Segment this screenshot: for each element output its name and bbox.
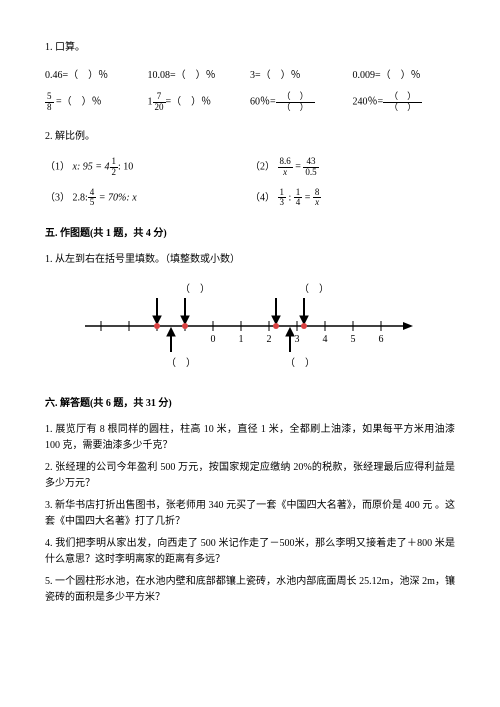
q2-row1: （1） x: 95 = 4 1 2 : 10 （2） 8.6 x = 43 0.… (45, 157, 455, 178)
tick-4: 4 (323, 334, 328, 345)
label: （2） (250, 161, 275, 172)
frac-den: x (278, 168, 293, 178)
q1-r1-c1: 0.46=（ ）％ (45, 68, 148, 84)
q1-r1-c2: 10.08=（ ）％ (148, 68, 251, 84)
lead: x: 95 = 4 (73, 161, 110, 172)
q2-item4: （4） 1 3 : 1 4 = 8 x (250, 188, 455, 209)
section5-heading: 五. 作图题(共 1 题，共 4 分) (45, 226, 455, 242)
tick-0: 0 (211, 334, 216, 345)
top-blank-2: （ ） (299, 283, 329, 295)
tick-3: 3 (295, 334, 300, 345)
frac-den: x (313, 198, 322, 208)
q1-r2-c3: 60％= （ ） （ ） (250, 92, 353, 113)
frac-den: 4 (294, 198, 303, 208)
q2-item3: （3） 2.8: 4 5 = 70%: x (45, 188, 250, 209)
axis-arrow (403, 322, 413, 330)
paren-fraction: （ ） （ ） (276, 92, 315, 113)
fraction: 7 20 (153, 92, 166, 113)
section6-item1: 1. 展览厅有 8 根同样的圆柱，柱高 10 米，直径 1 米，全都刷上油漆，如… (45, 422, 455, 454)
q1-r1-c4: 0.009=（ ）％ (353, 68, 456, 84)
tail: =（ ）％ (166, 97, 212, 108)
q1-r2-c1: 5 8 =（ ）％ (45, 92, 148, 113)
q1-row2: 5 8 =（ ）％ 1 7 20 =（ ）％ 60％= （ ） （ ） 240％… (45, 92, 455, 113)
top-arrows (153, 298, 308, 324)
mid: = 70%: x (96, 192, 136, 203)
fraction: 4 5 (88, 188, 97, 209)
numberline-figure: （ ） （ ） 0 1 2 3 4 5 6 (45, 280, 455, 378)
bot-blank-2: （ ） (285, 357, 315, 369)
lead: 60％= (250, 97, 276, 108)
top-blank-1: （ ） (180, 283, 210, 295)
equals: = (295, 161, 303, 172)
q2-item2: （2） 8.6 x = 43 0.5 (250, 157, 455, 178)
fraction-b: 1 4 (294, 188, 303, 209)
frac-den: （ ） (383, 103, 422, 113)
section6-item5: 5. 一个圆柱形水池，在水池内壁和底部都镶上瓷砖，水池内部底面周长 25.12m… (45, 574, 455, 606)
tail: : 10 (118, 161, 133, 172)
equals: = (302, 192, 313, 203)
section6-item4: 4. 我们把李明从家出发，向西走了 500 米记作走了－500米，那么李明又接着… (45, 536, 455, 568)
fraction-right: 43 0.5 (303, 157, 318, 178)
bottom-arrows (167, 328, 294, 352)
frac-den: （ ） (276, 103, 315, 113)
fraction: 1 2 (110, 157, 119, 178)
label: （4） (250, 192, 275, 203)
frac-den: 2 (110, 168, 119, 178)
label: （1） (45, 161, 70, 172)
lead: 2.8: (73, 192, 88, 203)
frac-den: 0.5 (303, 168, 318, 178)
frac-den: 3 (278, 198, 287, 208)
section6-item2: 2. 张经理的公司今年盈利 500 万元，按国家规定应缴纳 20%的税款，张经理… (45, 460, 455, 492)
tick-2: 2 (267, 334, 272, 345)
q1-r2-c4: 240％= （ ） （ ） (353, 92, 456, 113)
colon: : (286, 192, 294, 203)
fraction-left: 8.6 x (278, 157, 293, 178)
frac-den: 20 (153, 103, 166, 113)
tick-6: 6 (379, 334, 384, 345)
tick-1: 1 (239, 334, 244, 345)
bot-blank-1: （ ） (166, 357, 196, 369)
tick-labels: 0 1 2 3 4 5 6 (211, 334, 384, 345)
frac-den: 5 (88, 198, 97, 208)
tick-5: 5 (351, 334, 356, 345)
fraction-c: 8 x (313, 188, 322, 209)
fraction-a: 1 3 (278, 188, 287, 209)
paren-fraction: （ ） （ ） (383, 92, 422, 113)
q1-r1-c3: 3=（ ）％ (250, 68, 353, 84)
q1-r2-c2: 1 7 20 =（ ）％ (148, 92, 251, 113)
fraction: 5 8 (45, 92, 54, 113)
tail: =（ ）％ (54, 97, 102, 108)
q2-title: 2. 解比例。 (45, 129, 455, 145)
section6-heading: 六. 解答题(共 6 题，共 31 分) (45, 396, 455, 412)
q1-title: 1. 口算。 (45, 40, 455, 56)
frac-den: 8 (45, 103, 54, 113)
numberline-svg: （ ） （ ） 0 1 2 3 4 5 6 (45, 280, 425, 372)
q1-row1: 0.46=（ ）％ 10.08=（ ）％ 3=（ ）％ 0.009=（ ）％ (45, 68, 455, 84)
q2-item1: （1） x: 95 = 4 1 2 : 10 (45, 157, 250, 178)
section6-item3: 3. 新华书店打折出售图书，张老师用 340 元买了一套《中国四大名著》，而原价… (45, 498, 455, 530)
section5-q1: 1. 从左到右在括号里填数。（填整数或小数） (45, 252, 455, 268)
label: （3） (45, 192, 70, 203)
lead: 240％= (353, 97, 384, 108)
q2-row2: （3） 2.8: 4 5 = 70%: x （4） 1 3 : 1 4 = 8 … (45, 188, 455, 209)
